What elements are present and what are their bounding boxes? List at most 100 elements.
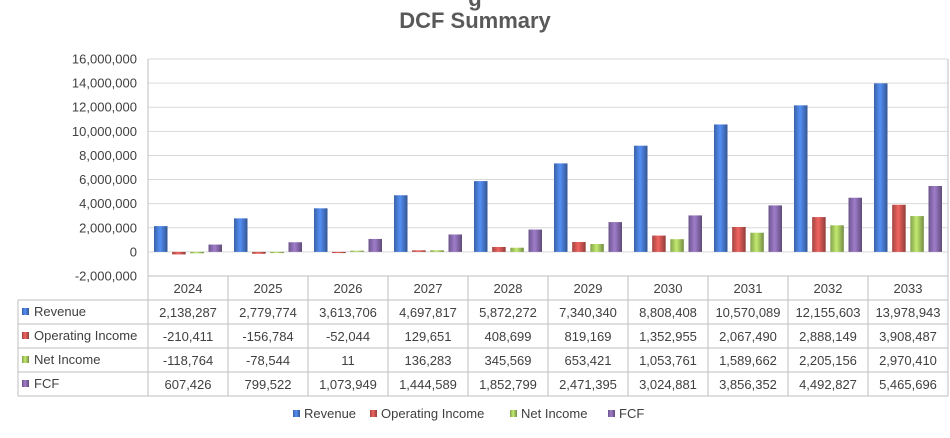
legend-label: FCF — [619, 406, 644, 421]
bar-fcf — [848, 197, 862, 252]
y-tick-label: 4,000,000 — [79, 196, 137, 211]
data-label: 2,138,287 — [159, 305, 217, 320]
bar-net-income — [350, 250, 364, 252]
legend-key — [22, 356, 29, 363]
y-tick-label: 16,000,000 — [72, 52, 137, 67]
data-label: 1,352,955 — [639, 329, 697, 344]
bar-net-income — [670, 239, 684, 252]
legend-swatch — [370, 410, 377, 417]
data-label: 1,073,949 — [319, 377, 377, 392]
bar-net-income — [750, 232, 764, 252]
category-label: 2030 — [654, 281, 683, 296]
category-label: 2032 — [814, 281, 843, 296]
bar-fcf — [208, 244, 222, 252]
bar-operating-income — [492, 246, 506, 252]
data-label: 5,465,696 — [879, 377, 937, 392]
bar-fcf — [528, 229, 542, 252]
data-label: -52,044 — [326, 329, 370, 344]
data-label: 799,522 — [245, 377, 292, 392]
bar-revenue — [474, 181, 488, 252]
data-label: 3,856,352 — [719, 377, 777, 392]
data-label: 4,697,817 — [399, 305, 457, 320]
data-label: 3,024,881 — [639, 377, 697, 392]
bar-fcf — [288, 242, 302, 252]
data-label: 1,589,662 — [719, 353, 777, 368]
category-label: 2031 — [734, 281, 763, 296]
data-label: 3,613,706 — [319, 305, 377, 320]
legend-swatch — [608, 410, 615, 417]
bar-net-income — [430, 250, 444, 252]
chart-title: DCF Summary — [399, 8, 551, 33]
legend-key — [22, 380, 29, 387]
bar-revenue — [154, 226, 168, 252]
y-tick-label: 12,000,000 — [72, 100, 137, 115]
category-label: 2026 — [334, 281, 363, 296]
bar-fcf — [608, 222, 622, 252]
data-label: 8,808,408 — [639, 305, 697, 320]
data-label: 12,155,603 — [795, 305, 860, 320]
legend-swatch — [293, 410, 300, 417]
bar-operating-income — [652, 235, 666, 252]
legend-label: Operating Income — [381, 406, 484, 421]
bar-net-income — [590, 244, 604, 252]
data-label: 2,779,774 — [239, 305, 297, 320]
bar-net-income — [190, 251, 204, 254]
bar-operating-income — [172, 251, 186, 255]
data-label: 2,970,410 — [879, 353, 937, 368]
bar-net-income — [830, 225, 844, 252]
data-label: 1,053,761 — [639, 353, 697, 368]
bar-revenue — [634, 145, 648, 252]
bar-revenue — [794, 105, 808, 252]
legend-key — [22, 308, 29, 315]
series-row-label: FCF — [34, 376, 59, 391]
bar-revenue — [394, 195, 408, 252]
data-label: -210,411 — [163, 329, 213, 344]
data-label: 5,872,272 — [479, 305, 537, 320]
bar-revenue — [874, 83, 888, 252]
y-tick-label: 14,000,000 — [72, 76, 137, 91]
bar-revenue — [714, 124, 728, 252]
data-label: 2,067,490 — [719, 329, 777, 344]
category-label: 2027 — [414, 281, 443, 296]
bar-operating-income — [892, 204, 906, 252]
bar-fcf — [448, 234, 462, 252]
legend-key — [22, 332, 29, 339]
bar-net-income — [510, 247, 524, 252]
bar-fcf — [688, 215, 702, 252]
bar-net-income — [270, 251, 284, 254]
y-tick-label: 8,000,000 — [79, 148, 137, 163]
data-label: -118,764 — [163, 353, 213, 368]
category-label: 2029 — [574, 281, 603, 296]
data-label: 607,426 — [165, 377, 212, 392]
series-row-label: Operating Income — [34, 328, 137, 343]
bar-operating-income — [732, 226, 746, 252]
legend-label: Revenue — [304, 406, 356, 421]
bar-operating-income — [412, 250, 426, 252]
bar-operating-income — [332, 251, 346, 254]
data-label: 11 — [341, 353, 355, 368]
y-tick-label: 6,000,000 — [79, 172, 137, 187]
data-label: 13,978,943 — [875, 305, 940, 320]
category-label: 2025 — [254, 281, 283, 296]
bar-fcf — [928, 185, 942, 252]
chart-title-partial: g — [0, 0, 950, 12]
data-label: 819,169 — [565, 329, 612, 344]
bar-fcf — [768, 205, 782, 252]
data-label: 4,492,827 — [799, 377, 857, 392]
data-label: 1,444,589 — [399, 377, 457, 392]
bar-operating-income — [572, 242, 586, 252]
category-label: 2033 — [894, 281, 923, 296]
data-label: -78,544 — [246, 353, 290, 368]
data-label: 10,570,089 — [715, 305, 780, 320]
y-tick-label: 0 — [130, 244, 137, 259]
y-tick-label: 2,000,000 — [79, 220, 137, 235]
data-label: 345,569 — [485, 353, 532, 368]
data-label: -156,784 — [242, 329, 293, 344]
data-label: 136,283 — [405, 353, 452, 368]
data-label: 2,888,149 — [799, 329, 857, 344]
data-label: 408,699 — [485, 329, 532, 344]
bar-revenue — [314, 208, 328, 252]
data-label: 7,340,340 — [559, 305, 617, 320]
